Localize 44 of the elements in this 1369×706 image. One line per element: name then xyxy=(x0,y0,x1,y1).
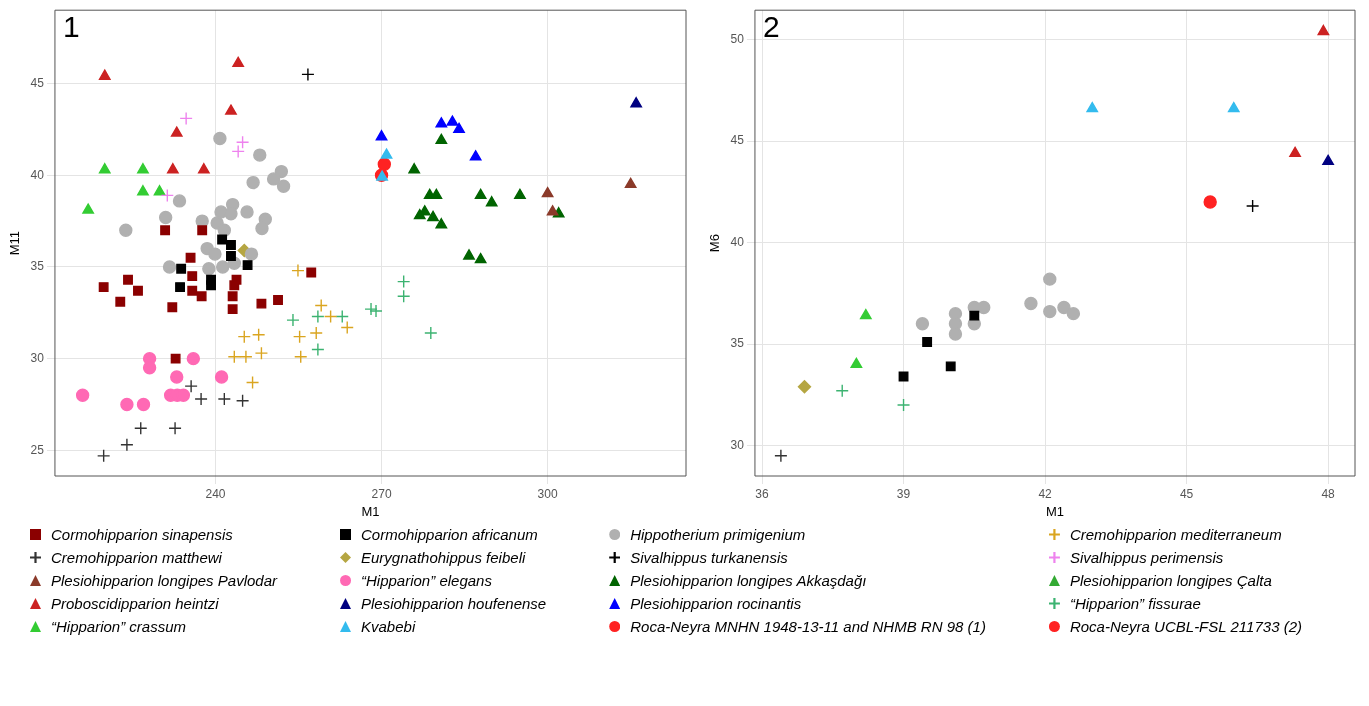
legend-label: “Hipparion” crassum xyxy=(51,618,187,635)
legend-label: Plesiohipparion longipes Çalta xyxy=(1069,572,1272,589)
x-tick-label: 42 xyxy=(1038,486,1053,501)
chart-title: 1 xyxy=(62,10,80,44)
y-tick-label: 40 xyxy=(730,234,745,249)
y-axis-title: M6 xyxy=(707,234,723,253)
y-tick-label: 45 xyxy=(730,133,745,148)
y-tick-label: 30 xyxy=(730,437,745,452)
legend-label: Plesiohipparion houfenense xyxy=(361,595,547,612)
chart-title: 2 xyxy=(762,10,780,44)
y-tick-label: 40 xyxy=(30,167,45,182)
x-tick-label: 270 xyxy=(371,486,392,501)
y-tick-label: 35 xyxy=(30,259,45,274)
x-axis-title: M1 xyxy=(1045,503,1065,519)
legend-label: Proboscidipparion heintzi xyxy=(51,595,219,612)
y-tick-label: 35 xyxy=(730,336,745,351)
legend-label: Sivalhippus perimensis xyxy=(1069,549,1224,566)
legend-label: Plesiohipparion longipes Akkaşdağı xyxy=(630,572,867,589)
legend-label: Cremohipparion matthewi xyxy=(51,549,222,566)
legend-label: Plesiohipparion rocinantis xyxy=(630,595,802,612)
y-tick-label: 45 xyxy=(30,75,45,90)
legend-label: “Hipparion” elegans xyxy=(361,572,492,589)
y-tick-label: 50 xyxy=(730,31,745,46)
legend-label: Cormohipparion africanum xyxy=(361,526,538,543)
x-tick-label: 240 xyxy=(205,486,226,501)
x-tick-label: 300 xyxy=(537,486,558,501)
y-axis-title: M11 xyxy=(7,230,23,256)
legend-label: Cormohipparion sinapensis xyxy=(51,526,233,543)
x-tick-label: 36 xyxy=(755,486,770,501)
x-axis-title: M1 xyxy=(361,503,380,519)
legend-label: Cremohipparion mediterraneum xyxy=(1069,526,1282,543)
legend-label: Roca-Neyra UCBL-FSL 211733 (2) xyxy=(1069,618,1302,635)
legend-label: Sivalhippus turkanensis xyxy=(630,549,788,566)
y-tick-label: 30 xyxy=(30,350,45,365)
x-tick-label: 45 xyxy=(1179,486,1194,501)
y-tick-label: 25 xyxy=(30,442,45,457)
x-tick-label: 39 xyxy=(896,486,911,501)
legend-label: Plesiohipparion longipes Pavlodar xyxy=(51,572,277,589)
legend-label: Hippotherium primigenium xyxy=(630,526,806,543)
legend-label: Roca-Neyra MNHN 1948-13-11 and NHMB RN 98 (1) xyxy=(630,618,986,635)
legend-label: Eurygnathohippus feibeli xyxy=(361,549,526,566)
legend-label: Kvabebi xyxy=(361,618,416,635)
x-tick-label: 48 xyxy=(1321,486,1336,501)
legend-label: “Hipparion” fissurae xyxy=(1069,595,1201,612)
